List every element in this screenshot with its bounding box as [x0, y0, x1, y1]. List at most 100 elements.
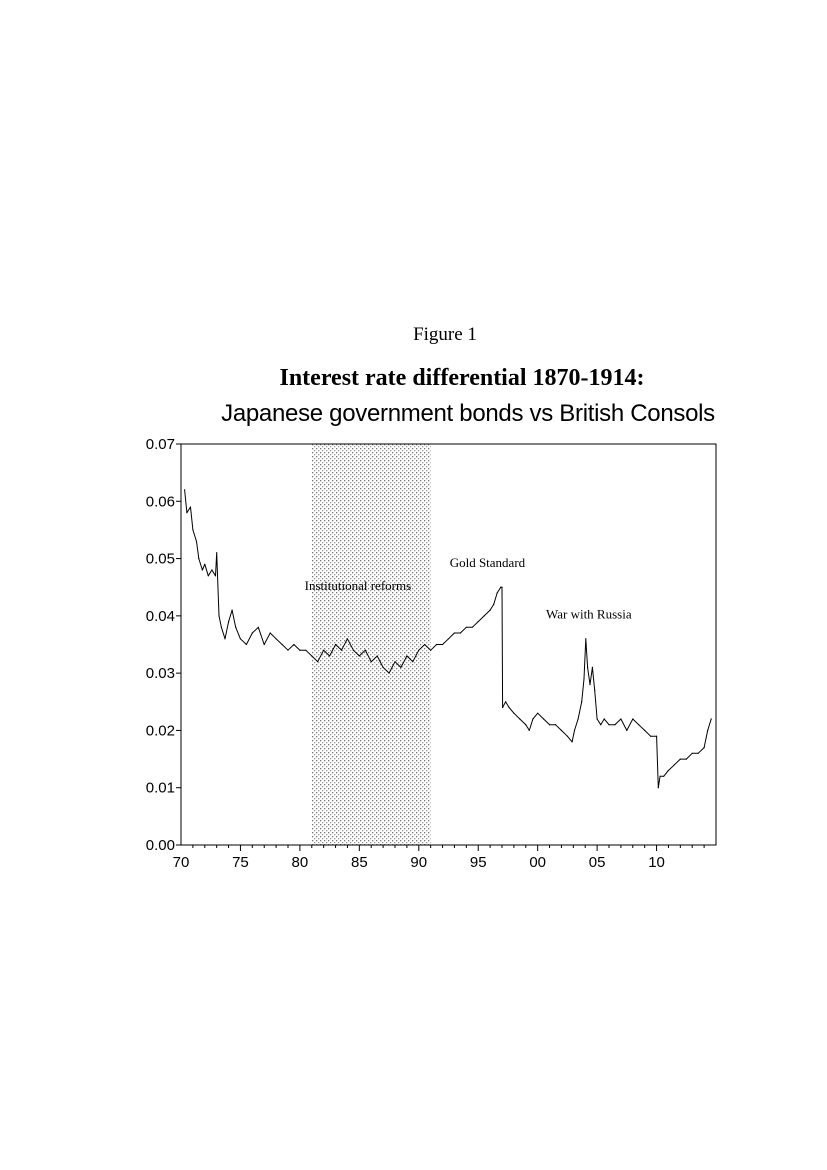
data-point: [502, 706, 504, 709]
data-point: [201, 569, 203, 571]
data-point: [257, 626, 259, 628]
annotations: Institutional reforms Gold Standard War wi…: [305, 555, 632, 622]
data-point: [691, 752, 693, 754]
data-point: [471, 626, 473, 628]
data-point: [594, 689, 596, 691]
data-point: [549, 724, 551, 726]
data-point: [591, 666, 594, 669]
data-point: [489, 609, 491, 611]
x-tick-label: 85: [351, 854, 368, 871]
annotation-label: War with Russia: [546, 607, 632, 622]
data-point: [453, 632, 455, 634]
y-tick-label: 0.05: [146, 551, 175, 568]
data-point: [703, 747, 705, 749]
data-point: [508, 706, 510, 709]
data-point: [596, 718, 598, 720]
data-point: [673, 764, 676, 766]
data-point: [281, 643, 283, 646]
data-point: [657, 787, 659, 789]
x-tick-label: 00: [529, 854, 546, 871]
data-point: [603, 718, 605, 720]
data-point: [214, 575, 217, 577]
data-point: [329, 655, 331, 657]
x-tick-label: 80: [292, 854, 309, 871]
data-point: [571, 741, 573, 743]
shaded-region: [311, 444, 431, 845]
data-point: [311, 655, 313, 657]
data-point: [477, 621, 479, 623]
data-point: [269, 632, 271, 634]
data-point: [251, 632, 253, 634]
data-point: [299, 649, 301, 651]
data-point: [317, 661, 319, 663]
data-point: [211, 569, 213, 571]
data-point: [685, 758, 687, 760]
data-point: [447, 638, 450, 640]
data-point: [442, 643, 444, 646]
data-point: [340, 649, 343, 651]
data-point: [667, 769, 670, 772]
data-point: [573, 729, 576, 732]
data-point: [195, 540, 198, 543]
y-tick-label: 0.02: [146, 722, 175, 739]
data-point: [650, 735, 652, 737]
data-point: [528, 729, 530, 732]
x-tick-label: 70: [173, 854, 190, 871]
data-point: [566, 735, 569, 737]
data-point: [707, 729, 709, 732]
y-tick-label: 0.03: [146, 665, 175, 682]
series-layer: [184, 489, 712, 789]
data-point: [406, 655, 408, 657]
y-axis: 0.00 0.01 0.02 0.03 0.04 0.05 0.06 0.07: [146, 436, 181, 854]
data-point: [287, 649, 289, 651]
data-point: [501, 586, 503, 588]
data-point: [543, 718, 545, 720]
series-line: [184, 489, 712, 789]
data-point: [335, 643, 337, 646]
data-point: [583, 678, 585, 680]
data-point: [663, 775, 665, 777]
plot-frame: [180, 443, 717, 846]
data-point: [620, 718, 622, 720]
data-point: [697, 752, 699, 754]
data-point: [388, 672, 390, 674]
data-point: [323, 649, 325, 651]
data-point: [305, 649, 307, 651]
annotation-label: Institutional reforms: [305, 578, 412, 593]
y-tick-label: 0.06: [146, 493, 175, 510]
data-point: [496, 592, 498, 594]
data-point: [346, 638, 348, 640]
data-point: [626, 729, 628, 732]
x-tick-label: 95: [470, 854, 487, 871]
data-point: [608, 724, 610, 726]
data-point: [659, 775, 661, 777]
y-tick-label: 0.01: [146, 780, 175, 797]
data-point: [275, 638, 277, 640]
data-point: [184, 489, 186, 491]
data-point: [189, 506, 192, 508]
chart-title: Interest rate differential 1870-1914:: [279, 365, 645, 391]
data-point: [382, 666, 384, 669]
data-point: [525, 724, 527, 726]
data-point: [589, 684, 591, 686]
data-point: [412, 661, 414, 663]
data-point: [600, 724, 602, 726]
chart-subtitle: Japanese government bonds vs British Con…: [221, 400, 715, 427]
data-point: [614, 724, 616, 726]
data-point: [239, 638, 241, 640]
data-point: [500, 586, 502, 588]
data-point: [207, 575, 209, 577]
data-point: [465, 626, 467, 628]
data-point: [656, 735, 658, 737]
data-point: [198, 558, 200, 560]
data-point: [394, 661, 396, 663]
data-point: [505, 701, 507, 703]
data-point: [554, 724, 557, 726]
data-point: [430, 649, 432, 651]
data-point: [679, 758, 681, 760]
figure-label: Figure 1: [413, 324, 477, 345]
data-point: [358, 655, 360, 657]
data-point: [632, 718, 634, 720]
data-point: [352, 649, 354, 651]
